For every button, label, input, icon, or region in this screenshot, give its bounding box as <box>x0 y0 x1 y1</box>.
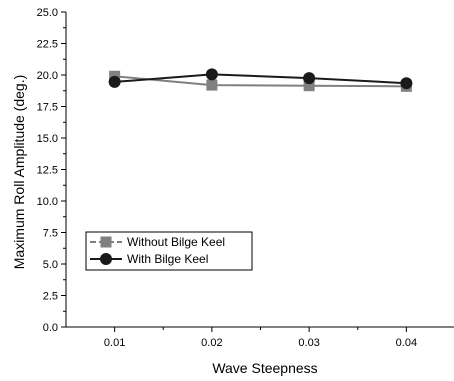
data-point-circle <box>303 72 316 85</box>
legend-entry-without-bilge-keel: Without Bilge Keel <box>90 235 225 249</box>
data-point-circle <box>205 68 218 81</box>
x-axis-ticks: 0.01 0.02 0.03 0.04 <box>104 327 417 349</box>
data-point-circle <box>400 77 413 90</box>
x-axis-title: Wave Steepness <box>212 360 317 376</box>
legend-marker-square <box>100 236 112 248</box>
y-tick-label: 22.5 <box>37 39 58 51</box>
y-tick-label: 15.0 <box>37 133 58 145</box>
x-tick-label: 0.04 <box>396 337 417 349</box>
x-tick-label: 0.03 <box>298 337 319 349</box>
legend-marker-circle <box>100 253 112 265</box>
legend-label-with-bilge-keel: With Bilge Keel <box>127 252 208 266</box>
y-tick-label: 10.0 <box>37 196 58 208</box>
series-line-with-bilge-keel <box>114 73 407 85</box>
y-axis-title: Maximum Roll Amplitude (deg.) <box>11 75 27 270</box>
y-tick-label: 20.0 <box>37 70 58 82</box>
x-tick-label: 0.02 <box>201 337 222 349</box>
y-tick-label: 17.5 <box>37 102 58 114</box>
data-point-square <box>303 80 315 92</box>
y-tick-label: 2.5 <box>43 291 58 303</box>
legend-box <box>85 231 253 271</box>
legend-entry-with-bilge-keel: With Bilge Keel <box>90 252 208 266</box>
data-point-square <box>206 79 218 91</box>
data-point-circle <box>108 75 121 88</box>
y-tick-label: 25.0 <box>37 7 58 19</box>
x-tick-label: 0.01 <box>104 337 125 349</box>
y-tick-label: 0.0 <box>43 322 58 334</box>
y-tick-label: 12.5 <box>37 165 58 177</box>
legend: Without Bilge Keel With Bilge Keel <box>85 231 253 271</box>
series-layer <box>108 68 413 92</box>
y-tick-label: 7.5 <box>43 228 58 240</box>
series-line-without-bilge-keel <box>114 75 407 88</box>
y-tick-label: 5.0 <box>43 259 58 271</box>
legend-label-without-bilge-keel: Without Bilge Keel <box>127 235 225 249</box>
y-axis-ticks: 0.0 2.5 5.0 7.5 10.0 12.5 15.0 17.5 20.0 22.5 25.0 <box>37 7 66 334</box>
